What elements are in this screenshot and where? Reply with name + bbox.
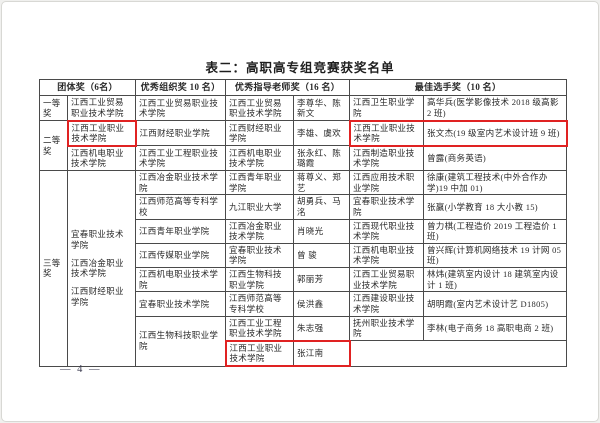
cell-teacher-name: 侯洪鑫 [293, 291, 350, 317]
cell-player-school: 江西制造职业技术学院 [349, 145, 424, 171]
cell-teacher-name: 张永红、陈璐霞 [293, 145, 350, 171]
cell-teacher-school: 江西财经职业学院 [225, 119, 294, 147]
cell-teacher-school: 江西机电职业技术学院 [225, 145, 294, 171]
header-player-award: 最佳选手奖（10 名） [349, 78, 567, 97]
cell-teacher-name: 肖晓光 [293, 218, 350, 244]
cell-player-school: 抚州职业技术学院 [349, 315, 424, 342]
cell-org-school: 江西传媒职业学院 [135, 242, 226, 269]
cell-rank: 二等奖 [39, 120, 68, 171]
cell-player-school-highlighted: 江西工业职业技术学院 [348, 119, 424, 147]
cell-teacher-school: 九江职业大学 [225, 194, 294, 220]
cell-team-school: 江西工业贸易职业技术学院 [67, 95, 136, 121]
page-title: 表二：高职高专组竞赛获奖名单 [205, 61, 395, 75]
cell-teacher-school: 宜春职业技术学院 [225, 242, 294, 269]
cell-teacher-school: 江西工业工程职业技术学院 [225, 315, 294, 342]
cell-teacher-name: 胡勇兵、马洺 [293, 194, 350, 220]
header-teacher-award: 优秀指导老师奖（16 名） [225, 78, 350, 97]
cell-teacher-name-highlighted: 张江南 [293, 339, 351, 368]
cell-player-name: 曾露(商务英语) [423, 145, 567, 171]
table-row: 江西工业职业技术学院 张江南 [40, 339, 567, 368]
cell-teacher-name: 蒋尊义、郑艺 [293, 169, 350, 196]
cell-team-school-group: 宜春职业技术学院 江西冶金职业技术学院 江西财经职业学院 [67, 170, 136, 367]
cell-player-name: 胡明霞(室内艺术设计艺 D1805) [423, 291, 567, 317]
cell-teacher-school-highlighted: 江西工业职业技术学院 [224, 339, 294, 368]
cell-org-school: 江西工业工程职业技术学院 [135, 145, 226, 171]
table-row: 三等奖 宜春职业技术学院 江西冶金职业技术学院 江西财经职业学院 江西冶金职业技… [39, 169, 567, 367]
cell-player-school: 江西工业贸易职业技术学院 [349, 266, 424, 293]
cell-teacher-school: 江西冶金职业技术学院 [225, 218, 294, 244]
team-school-item: 江西财经职业学院 [71, 285, 124, 307]
cell-teacher-name: 朱志强 [293, 315, 350, 342]
table-row: 江西传媒职业学院 宜春职业技术学院 曾 骏 江西机电职业技术学院 曾兴辉(计算机… [40, 242, 567, 269]
cell-empty [349, 340, 567, 367]
cell-team-school-highlighted: 江西工业职业技术学院 [66, 119, 137, 147]
cell-org-school: 江西工业贸易职业技术学院 [135, 95, 226, 121]
table-row: 江西机电职业技术学院 江西生物科技职业学院 郭丽芳 江西工业贸易职业技术学院 林… [40, 266, 567, 293]
header-organization-award: 优秀组织奖 10 名） [135, 78, 226, 97]
cell-org-school: 江西机电职业技术学院 [135, 266, 226, 293]
table-row: 江西机电职业技术学院 江西工业工程职业技术学院 江西机电职业技术学院 张永红、陈… [40, 145, 567, 171]
table-row: 江西青年职业学院 江西冶金职业技术学院 肖晓光 江西现代职业技术学院 曾力棋(工… [40, 218, 567, 244]
cell-player-name: 林炜(建筑室内设计 18 建筑室内设计 1 班) [423, 266, 567, 293]
table-header-row: 团体奖（6名） 优秀组织奖 10 名） 优秀指导老师奖（16 名） 最佳选手奖（… [39, 78, 567, 97]
cell-player-school: 宜春职业技术学院 [349, 194, 424, 220]
cell-player-school: 江西现代职业技术学院 [349, 218, 424, 244]
cell-org-school: 江西财经职业学院 [135, 119, 226, 147]
table-row: 一等奖 江西工业贸易职业技术学院 江西工业贸易职业技术学院 江西工业贸易职业技术… [39, 95, 567, 121]
cell-player-name: 徐康(建筑工程技术(中外合作办学)19 中加 01) [423, 169, 567, 196]
cell-player-name: 曾兴辉(计算机网络技术 19 计网 05 班) [423, 242, 567, 269]
award-table: 团体奖（6名） 优秀组织奖 10 名） 优秀指导老师奖（16 名） 最佳选手奖（… [39, 78, 568, 368]
team-school-item: 宜春职业技术学院 [71, 229, 124, 250]
cell-player-name: 张赢(小学教育 18 大小教 15) [423, 194, 567, 220]
cell-teacher-name: 郭丽芳 [293, 266, 350, 293]
cell-org-school: 江西师范高等专科学校 [135, 194, 226, 220]
cell-player-name: 高华兵(医学影像技术 2018 级高影 2 班) [423, 95, 567, 121]
cell-rank: 三等奖 [39, 170, 68, 367]
cell-teacher-name: 李尊华、陈新文 [293, 95, 350, 121]
cell-org-school: 宜春职业技术学院 [135, 291, 226, 317]
cell-teacher-name: 曾 骏 [293, 242, 350, 269]
page-number: — 4 — [60, 364, 102, 375]
cell-teacher-school: 江西生物科技职业学院 [225, 266, 294, 293]
cell-org-school: 江西冶金职业技术学院 [135, 169, 226, 196]
cell-player-name-highlighted: 张文杰(19 级室内艺术设计班 9 班) [423, 119, 568, 147]
cell-teacher-school: 江西青年职业学院 [225, 169, 294, 196]
cell-org-school: 江西生物科技职业学院 [135, 315, 226, 367]
cell-player-name: 李林(电子商务 18 高职电商 2 班) [423, 315, 567, 342]
table-row: 二等奖 江西工业职业技术学院 江西财经职业学院 江西财经职业学院 李雄、虞欢 江… [39, 119, 568, 171]
cell-org-school: 江西青年职业学院 [135, 218, 226, 244]
cell-player-school: 江西建设职业技术学院 [349, 291, 424, 317]
table-row: 江西师范高等专科学校 九江职业大学 胡勇兵、马洺 宜春职业技术学院 张赢(小学教… [40, 194, 567, 220]
cell-teacher-school: 江西师范高等专科学校 [225, 291, 294, 317]
header-team-award: 团体奖（6名） [39, 78, 136, 97]
cell-teacher-school: 江西工业贸易职业技术学院 [225, 95, 294, 121]
team-school-item: 江西冶金职业技术学院 [71, 257, 124, 279]
cell-player-school: 江西应用技术职业学院 [349, 169, 424, 196]
cell-player-school: 江西机电职业技术学院 [349, 242, 424, 269]
table-row: 宜春职业技术学院 江西师范高等专科学校 侯洪鑫 江西建设职业技术学院 胡明霞(室… [40, 291, 567, 317]
cell-team-school: 江西机电职业技术学院 [67, 145, 136, 171]
cell-teacher-name: 李雄、虞欢 [293, 119, 350, 147]
cell-player-school: 江西卫生职业学院 [349, 95, 424, 121]
cell-player-name: 曾力棋(工程造价 2019 工程造价 1 班) [423, 218, 567, 244]
cell-rank: 一等奖 [39, 95, 68, 121]
